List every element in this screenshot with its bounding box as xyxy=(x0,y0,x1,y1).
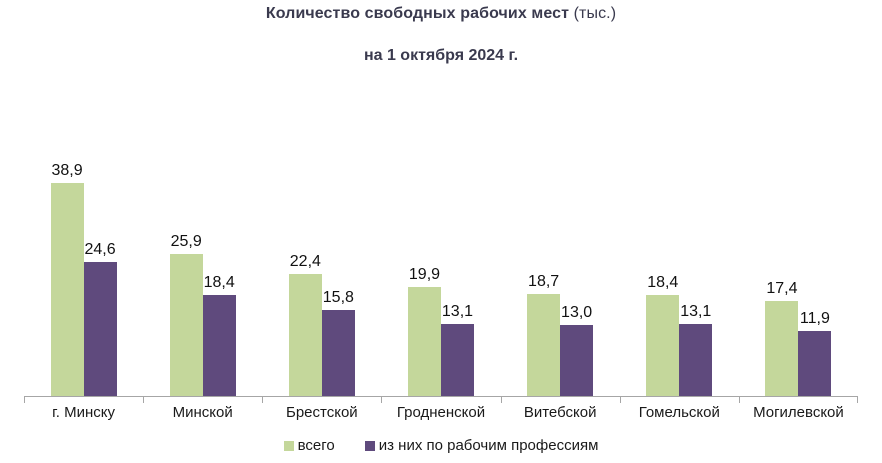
bar-group: 19,9 13,1 xyxy=(381,150,500,396)
bar-value-label: 25,9 xyxy=(170,233,202,251)
axis-tick xyxy=(381,397,383,403)
axis-tick xyxy=(262,397,264,403)
axis-tick xyxy=(857,397,858,403)
legend-label-total: всего xyxy=(297,437,335,454)
bar-total xyxy=(646,295,680,396)
bar-value-label: 13,1 xyxy=(680,303,712,321)
bar-column: 13,1 xyxy=(679,303,713,396)
bar-column: 18,4 xyxy=(202,274,236,396)
bar-total xyxy=(50,183,84,396)
bar-worker-professions xyxy=(560,325,594,396)
bar-group: 25,9 18,4 xyxy=(143,150,262,396)
bar-value-label: 38,9 xyxy=(51,162,83,180)
chart-title-unit: (тыс.) xyxy=(573,5,617,22)
chart-subtitle: на 1 октября 2024 г. xyxy=(363,47,519,64)
bar-column: 17,4 xyxy=(765,280,799,396)
bar-worker-professions xyxy=(798,331,832,396)
bar-value-label: 11,9 xyxy=(799,310,830,328)
bar-value-label: 13,1 xyxy=(441,303,474,321)
x-axis-label: Минской xyxy=(172,404,233,421)
chart-title: Количество свободных рабочих мест (тыс.) xyxy=(0,5,882,23)
x-axis-label: Брестской xyxy=(286,404,358,421)
bar-column: 13,0 xyxy=(560,304,594,396)
bar-column: 13,1 xyxy=(440,303,474,396)
bar-worker-professions xyxy=(321,310,355,396)
legend-label-worker-professions: из них по рабочим профессиям xyxy=(378,437,599,454)
bar-value-label: 13,0 xyxy=(561,304,593,322)
axis-tick xyxy=(619,397,621,403)
axis-tick xyxy=(500,397,502,403)
bar-column: 25,9 xyxy=(169,233,203,396)
bar-column: 38,9 xyxy=(50,162,84,396)
legend-item-total: всего xyxy=(283,437,335,454)
bar-group: 17,4 11,9 xyxy=(739,150,858,396)
bar-worker-professions xyxy=(679,324,713,396)
bar-worker-professions xyxy=(83,262,117,396)
bar-column: 18,4 xyxy=(646,274,680,396)
plot-area: 38,9 24,6 25,9 18,4 22,4 15,8 19,9 13,1 18,7 13,0… xyxy=(24,150,858,397)
bar-value-label: 22,4 xyxy=(289,253,321,271)
bar-group: 18,7 13,0 xyxy=(501,150,620,396)
chart-title-main: Количество свободных рабочих мест xyxy=(265,5,570,22)
x-axis-label: Витебской xyxy=(523,404,597,421)
x-axis-label: г. Минску xyxy=(52,404,115,421)
x-axis-label: Могилевской xyxy=(753,404,844,421)
bar-total xyxy=(527,294,561,396)
bar-group: 38,9 24,6 xyxy=(24,150,143,396)
legend-item-worker-professions: из них по рабочим профессиям xyxy=(364,437,599,454)
axis-tick xyxy=(24,397,25,403)
bar-column: 19,9 xyxy=(407,266,441,396)
bar-value-label: 17,4 xyxy=(766,280,798,298)
legend: всего из них по рабочим профессиям xyxy=(0,437,882,454)
bar-value-label: 19,9 xyxy=(408,266,441,284)
bar-worker-professions xyxy=(202,295,236,396)
axis-tick xyxy=(143,397,145,403)
x-axis-labels: г. Минску Минской Брестской Гродненской Вите… xyxy=(24,404,858,421)
bar-total xyxy=(765,301,799,396)
bar-group: 22,4 15,8 xyxy=(262,150,381,396)
bar-total xyxy=(288,274,322,396)
bar-column: 15,8 xyxy=(321,289,355,396)
bar-group: 18,4 13,1 xyxy=(620,150,739,396)
bar-value-label: 18,4 xyxy=(647,274,679,292)
bar-total xyxy=(407,287,441,396)
bar-column: 24,6 xyxy=(83,241,117,396)
bar-worker-professions xyxy=(440,324,474,396)
legend-swatch-worker-professions xyxy=(364,441,375,451)
x-axis-label: Гомельской xyxy=(638,404,720,421)
bar-value-label: 18,7 xyxy=(528,273,560,291)
x-axis-ticks xyxy=(24,397,858,403)
bar-column: 11,9 xyxy=(798,310,832,396)
bar-column: 18,7 xyxy=(527,273,561,396)
bar-value-label: 15,8 xyxy=(322,289,354,307)
legend-swatch-total xyxy=(283,441,294,451)
x-axis-label: Гродненской xyxy=(396,404,486,421)
bar-value-label: 24,6 xyxy=(84,241,116,259)
bar-value-label: 18,4 xyxy=(203,274,235,292)
axis-tick xyxy=(738,397,740,403)
bar-total xyxy=(169,254,203,396)
bar-column: 22,4 xyxy=(288,253,322,396)
